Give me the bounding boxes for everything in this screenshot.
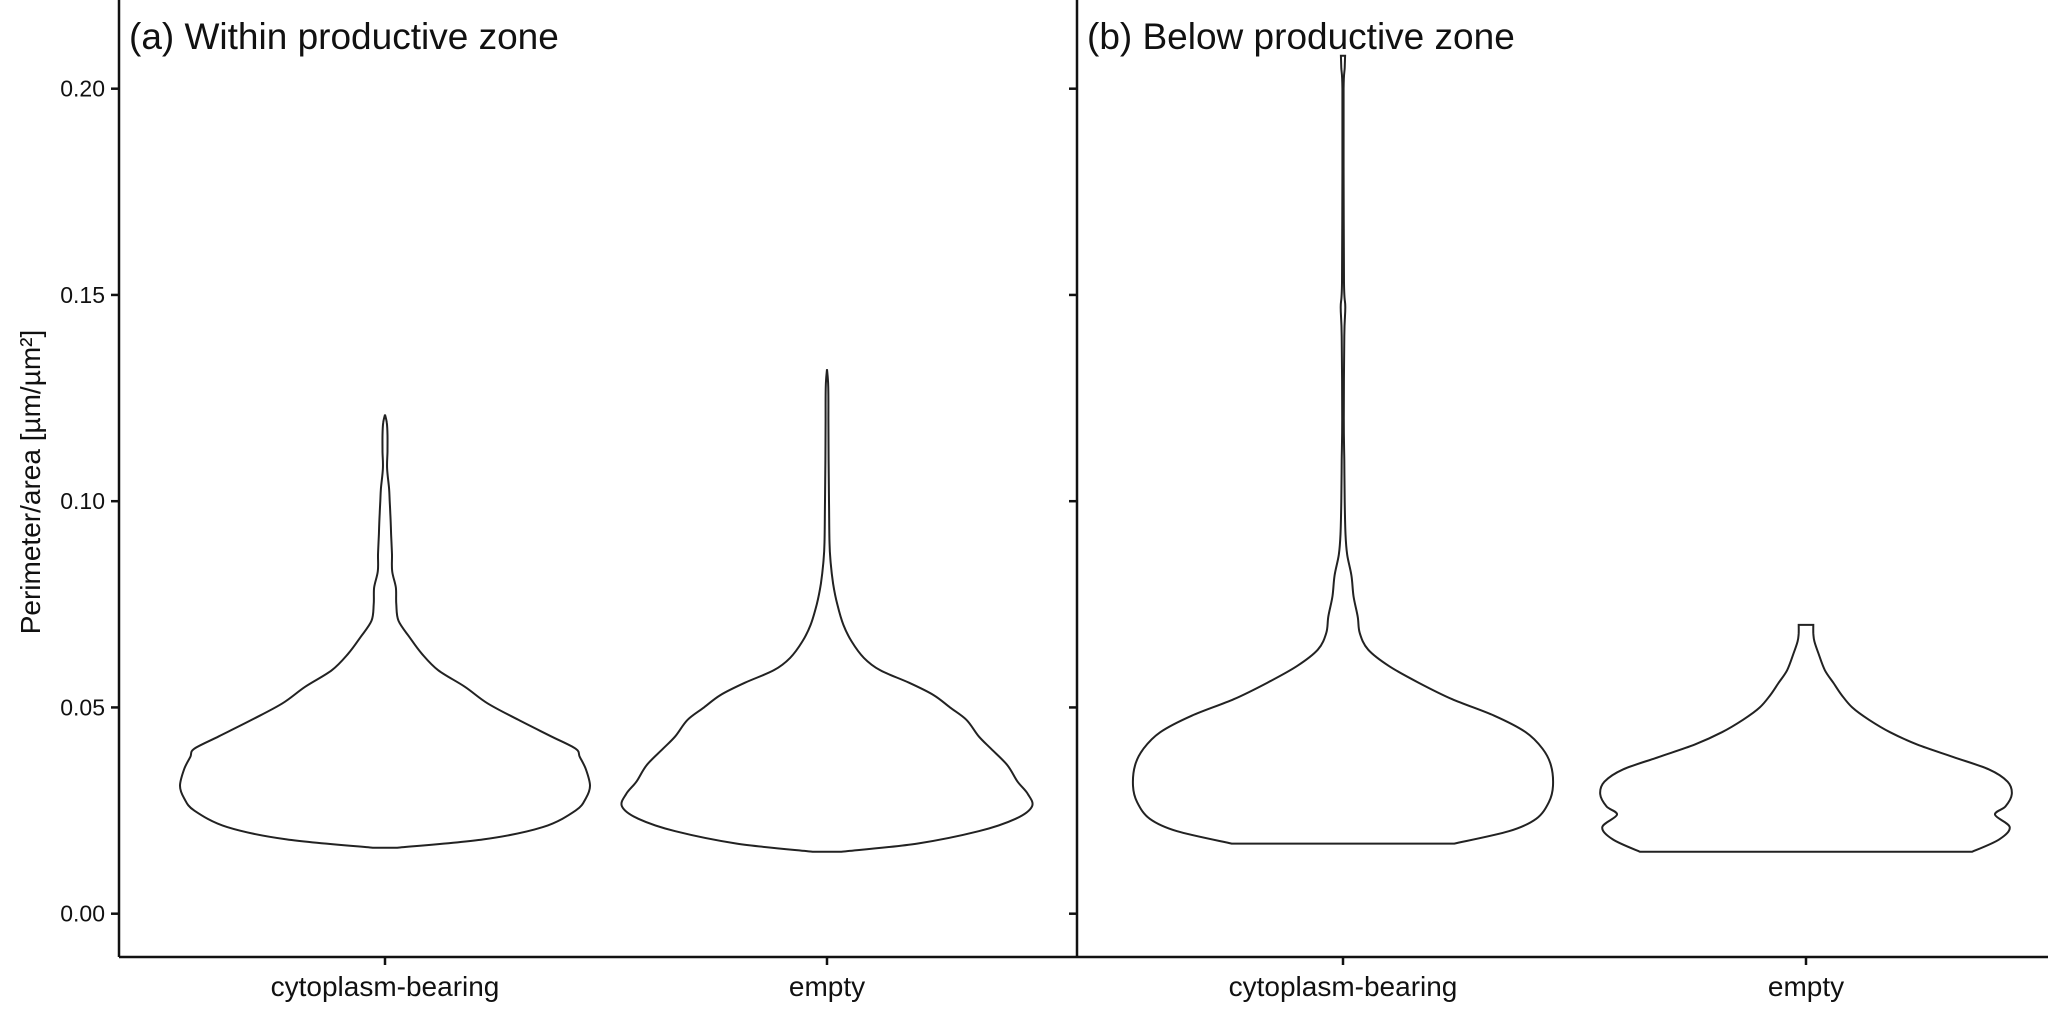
panels: 0.00 0.05 0.10 0.15 0.20 (a) Within productiv… [60, 0, 2048, 1002]
violin-cytoplasm-bearing-a [178, 414, 592, 849]
y-tick-label: 0.05 [60, 694, 105, 720]
violin-empty-b [1599, 623, 2013, 853]
panel-title: (b) Below productive zone [1087, 16, 1515, 57]
panel-title: (a) Within productive zone [129, 16, 559, 57]
x-tick-label: cytoplasm-bearing [1229, 971, 1458, 1002]
y-tick-label: 0.20 [60, 76, 105, 102]
x-tick-label: empty [789, 971, 865, 1002]
y-tick-label: 0.00 [60, 901, 105, 927]
y-tick-label: 0.10 [60, 488, 105, 514]
y-axis-title: Perimeter/area [µm/µm²] [15, 330, 46, 635]
x-tick-label: empty [1768, 971, 1844, 1002]
y-tick-label: 0.15 [60, 282, 105, 308]
panel-b: (b) Below productive zone cytoplasm-beari… [1069, 0, 2048, 1002]
violin-empty-a [620, 369, 1034, 853]
violin-cytoplasm-bearing-b [1131, 54, 1555, 845]
panel-a: 0.00 0.05 0.10 0.15 0.20 (a) Within productiv… [60, 0, 1077, 1002]
x-tick-label: cytoplasm-bearing [271, 971, 500, 1002]
